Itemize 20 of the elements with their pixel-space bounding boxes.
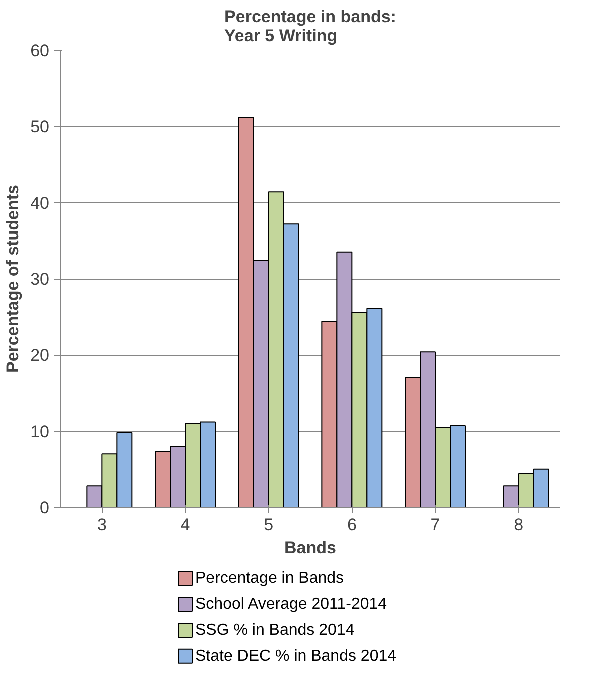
x-axis-title: Bands bbox=[284, 538, 336, 558]
y-axis-title: Percentage of students bbox=[4, 184, 23, 373]
y-tick-label: 0 bbox=[40, 498, 50, 518]
chart-title: Percentage in bands: Year 5 Writing bbox=[224, 8, 396, 46]
x-tick-label: 8 bbox=[514, 516, 524, 534]
x-tick-label: 4 bbox=[180, 516, 190, 534]
x-tick-label: 7 bbox=[430, 516, 440, 534]
legend-label: State DEC % in Bands 2014 bbox=[196, 648, 397, 665]
y-tick-label: 60 bbox=[30, 42, 50, 60]
legend-label: Percentage in Bands bbox=[196, 570, 344, 588]
x-tick-label: 3 bbox=[97, 516, 107, 534]
y-tick-label: 10 bbox=[30, 422, 50, 442]
legend-label: School Average 2011-2014 bbox=[196, 596, 388, 614]
x-tick-label: 5 bbox=[264, 516, 274, 534]
y-tick-label: 40 bbox=[30, 194, 50, 213]
y-tick-label: 30 bbox=[30, 270, 50, 289]
legend-label: SSG % in Bands 2014 bbox=[196, 622, 355, 639]
y-tick-label: 20 bbox=[30, 346, 50, 366]
y-tick-label: 50 bbox=[30, 118, 50, 137]
x-tick-label: 6 bbox=[347, 516, 357, 534]
